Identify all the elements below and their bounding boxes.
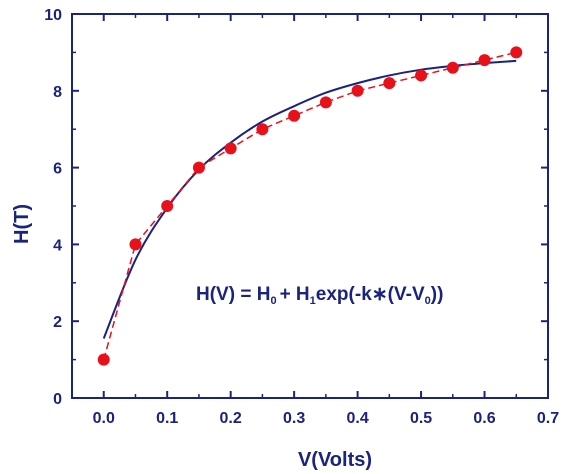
series-layer xyxy=(97,46,523,366)
y-axis-title: H(T) xyxy=(11,204,33,244)
x-tick-label: 0.0 xyxy=(93,410,115,427)
data-point xyxy=(256,123,269,136)
eq-sub-1: 1 xyxy=(310,295,316,307)
data-point xyxy=(510,46,523,59)
y-tick-label: 10 xyxy=(44,7,62,24)
data-point xyxy=(351,84,364,97)
plot-frame xyxy=(71,13,549,399)
x-axis-title: V(Volts) xyxy=(298,449,372,471)
data-point xyxy=(319,96,332,109)
x-tick-label: 0.3 xyxy=(283,410,305,427)
data-point xyxy=(192,161,205,174)
y-tick-labels: 0 2 4 6 8 10 xyxy=(44,7,62,408)
x-tick-label: 0.5 xyxy=(410,410,432,427)
data-point xyxy=(161,200,174,212)
data-point xyxy=(224,142,237,155)
eq-part-4: )) xyxy=(431,284,444,305)
data-point xyxy=(288,109,301,122)
x-tick-label: 0.1 xyxy=(156,410,178,427)
data-point xyxy=(97,353,110,366)
data-point xyxy=(129,238,142,251)
data-point xyxy=(478,54,491,67)
x-tick-labels: 0.0 0.1 0.2 0.3 0.4 0.5 0.6 0.7 xyxy=(93,410,560,427)
eq-part-2: + H xyxy=(280,284,310,305)
eq-sub-0: 0 xyxy=(270,295,276,307)
x-tick-label: 0.7 xyxy=(537,410,559,427)
y-tick-label: 0 xyxy=(53,391,62,408)
axis-ticks xyxy=(72,13,549,399)
plot-border xyxy=(71,13,549,399)
eq-sub-v0: 0 xyxy=(425,295,431,307)
x-tick-label: 0.6 xyxy=(473,410,495,427)
fit-equation: H(V) = H0 + H1exp(-k∗(V-V0)) xyxy=(196,284,443,307)
eq-part-1: H(V) = H xyxy=(196,284,270,305)
data-point xyxy=(446,61,459,74)
data-point xyxy=(383,77,396,90)
data-point xyxy=(415,69,428,82)
y-tick-label: 8 xyxy=(53,84,62,101)
y-tick-label: 6 xyxy=(53,161,62,178)
y-tick-label: 2 xyxy=(53,314,62,331)
eq-part-3: exp(-k∗(V-V xyxy=(316,284,425,305)
x-tick-label: 0.2 xyxy=(220,410,242,427)
x-tick-label: 0.4 xyxy=(346,410,368,427)
y-tick-label: 4 xyxy=(53,237,62,254)
